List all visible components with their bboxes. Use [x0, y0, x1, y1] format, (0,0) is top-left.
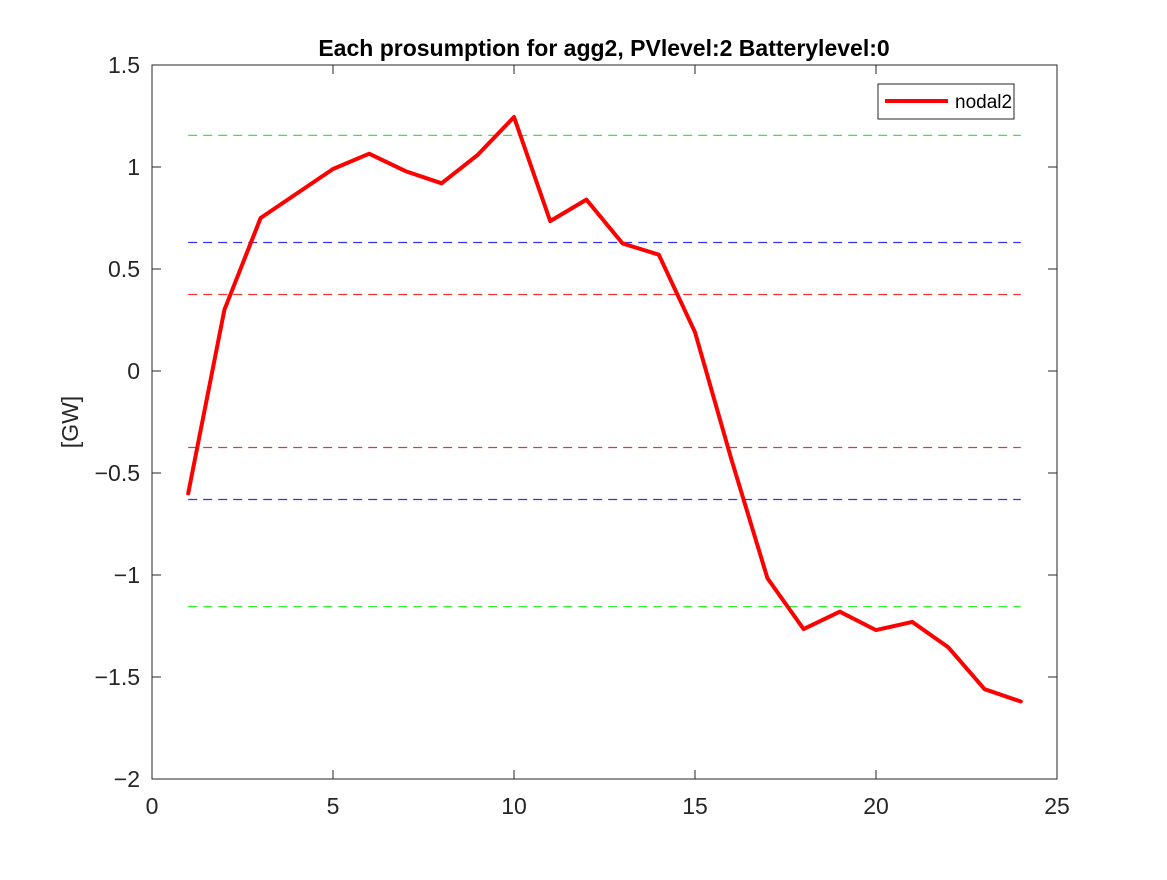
chart-title: Each prosumption for agg2, PVlevel:2 Bat… — [318, 35, 889, 61]
y-axis-label: [GW] — [57, 396, 83, 448]
x-tick-label: 20 — [863, 793, 889, 819]
y-tick-label: −1.5 — [95, 664, 140, 690]
plot-area: 0 5 10 15 20 25 −2 −1.5 −1 −0.5 0 0.5 1 1.5 — [95, 52, 1070, 819]
x-tick-label: 5 — [327, 793, 340, 819]
y-tick-label: −2 — [114, 766, 140, 792]
x-tick-label: 25 — [1044, 793, 1070, 819]
axes-box — [152, 65, 1057, 779]
legend-label-nodal2: nodal2 — [955, 92, 1012, 113]
y-tick-label: 0 — [127, 358, 140, 384]
y-tick-label: 1 — [127, 154, 140, 180]
legend: nodal2 — [878, 84, 1014, 119]
y-tick-label: 1.5 — [108, 52, 140, 78]
x-tick-label: 0 — [146, 793, 159, 819]
x-tick-label: 15 — [682, 793, 708, 819]
y-tick-label: −0.5 — [95, 460, 140, 486]
x-tick-label: 10 — [501, 793, 527, 819]
y-tick-label: 0.5 — [108, 256, 140, 282]
y-tick-label: −1 — [114, 562, 140, 588]
